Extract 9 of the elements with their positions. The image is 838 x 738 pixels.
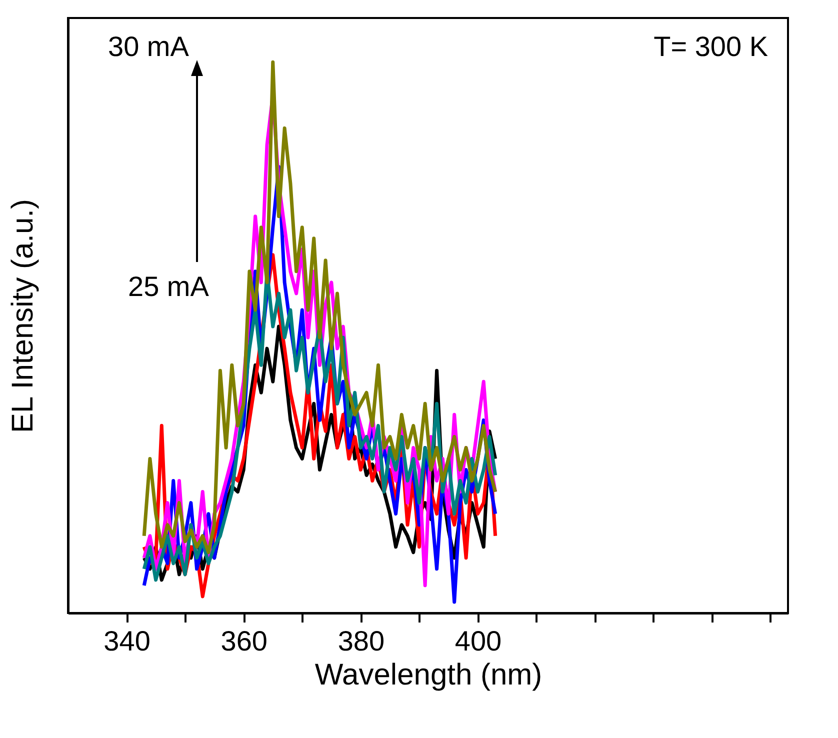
x-tick-label: 400 bbox=[454, 626, 502, 656]
annotation: 25 mA bbox=[128, 271, 210, 302]
x-tick-label: 380 bbox=[338, 626, 385, 656]
text: 30 mA bbox=[108, 31, 190, 62]
x-axis-title: Wavelength (nm) bbox=[314, 658, 542, 692]
x-tick-label: 340 bbox=[104, 626, 150, 656]
y-axis-title: EL Intensity (a.u.) bbox=[6, 199, 40, 433]
text: T= 300 K bbox=[654, 31, 768, 62]
x-tick-label: 360 bbox=[220, 626, 268, 656]
